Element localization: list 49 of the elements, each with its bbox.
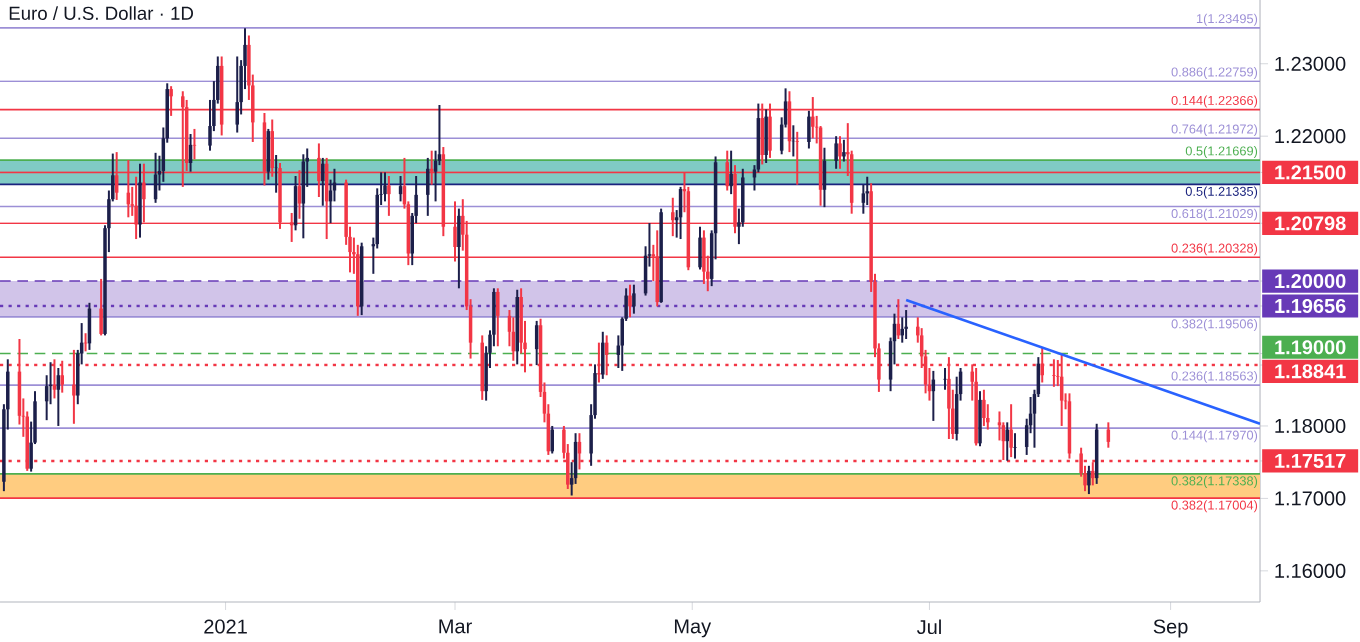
candlestick	[457, 207, 461, 290]
candlestick	[99, 277, 103, 337]
candlestick	[807, 109, 811, 150]
candlestick	[192, 127, 197, 161]
y-tick-label: 1.23000	[1275, 56, 1346, 71]
candlestick	[550, 424, 554, 455]
y-tick-label: 1.20798	[1275, 216, 1346, 231]
y-tick-label: 1.16000	[1275, 563, 1346, 578]
candlestick	[978, 390, 982, 448]
x-tick-label: Sep	[1153, 619, 1188, 638]
y-tick-label: 1.17517	[1275, 453, 1346, 468]
candlestick	[1005, 421, 1009, 462]
candlestick	[321, 156, 325, 207]
candlestick	[834, 135, 838, 170]
y-tick-label: 1.21500	[1275, 165, 1346, 180]
y-tick-label: 1.18841	[1275, 364, 1346, 379]
candlestick	[764, 108, 768, 164]
y-tick-label: 1.19656	[1275, 298, 1346, 314]
candlestick	[1013, 432, 1017, 460]
y-tick-label: 1.20000	[1275, 273, 1346, 289]
candlestick	[982, 388, 986, 427]
candlestick	[138, 162, 142, 239]
candlestick	[904, 309, 908, 341]
y-tick-label: 1.17000	[1275, 491, 1346, 506]
x-tick-label: 2021	[204, 619, 247, 634]
candlestick	[1087, 464, 1091, 496]
candlestick	[1009, 403, 1013, 459]
candlestick	[426, 156, 430, 217]
x-tick-label: Mar	[439, 619, 472, 634]
candlestick	[842, 138, 846, 163]
candlestick	[900, 316, 904, 344]
candlestick	[628, 283, 632, 319]
candlestick	[943, 367, 947, 391]
chart-title: Euro / U.S. Dollar · 1D	[9, 6, 194, 20]
candlestick	[1040, 346, 1044, 384]
candlestick	[861, 183, 866, 215]
candlestick	[865, 175, 869, 206]
y-tick-label: 1.19000	[1275, 340, 1346, 355]
candlestick	[235, 55, 239, 134]
candlestick	[698, 225, 702, 271]
candlestick	[496, 287, 500, 348]
candlestick	[601, 330, 605, 380]
candlestick	[383, 171, 387, 203]
y-tick-label: 1.18000	[1275, 418, 1346, 434]
x-tick-label: May	[674, 619, 712, 638]
x-tick-label: Jul	[916, 619, 941, 635]
candlestick	[632, 283, 636, 315]
y-tick-label: 1.22000	[1275, 129, 1346, 144]
candlestick	[729, 149, 733, 196]
